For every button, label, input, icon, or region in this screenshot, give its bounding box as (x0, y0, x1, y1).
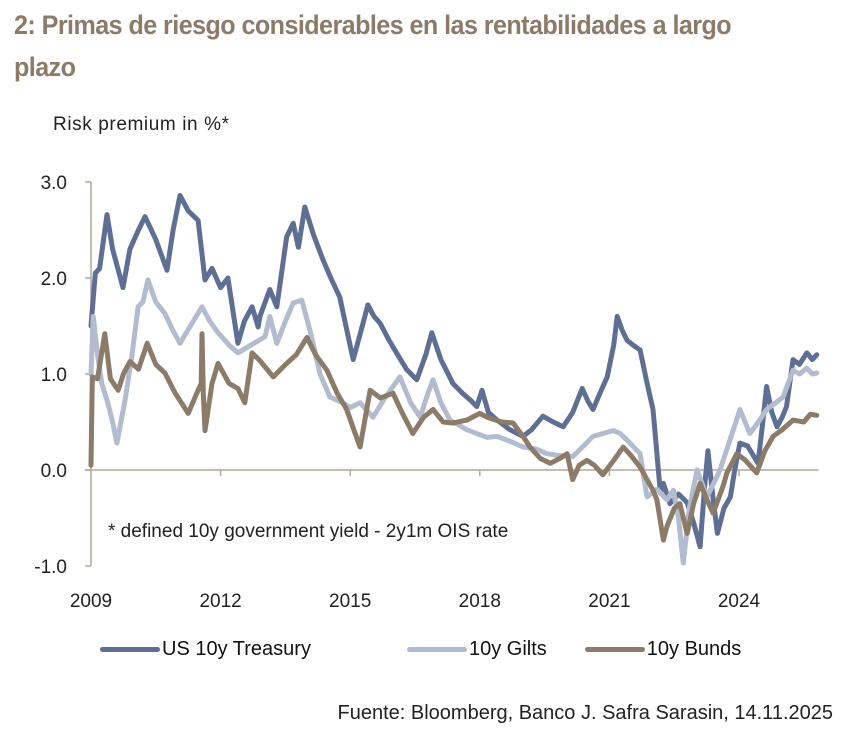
y-tick-label: 2.0 (41, 269, 67, 290)
legend-swatch-gilts (406, 647, 467, 652)
series-line-10y-bunds (88, 331, 820, 543)
legend: US 10y Treasury 10y Gilts 10y Bunds (100, 638, 779, 661)
series-line-10y-gilts (88, 277, 820, 566)
x-tick-label: 2024 (718, 591, 761, 612)
legend-item-bunds: 10y Bunds (584, 638, 742, 661)
x-tick-label: 2021 (588, 591, 630, 612)
y-axis-label: Risk premium in %* (53, 114, 230, 135)
x-tick-label: 2018 (459, 591, 501, 612)
source-note: Fuente: Bloomberg, Banco J. Safra Sarasi… (337, 702, 834, 724)
legend-swatch-us-treasury (100, 647, 160, 652)
legend-label-bunds: 10y Bunds (646, 638, 742, 660)
x-tick-label: 2012 (199, 591, 241, 612)
legend-item-us-treasury: US 10y Treasury (100, 638, 311, 661)
y-tick-label: -1.0 (34, 557, 67, 578)
chart-title: 2: Primas de riesgo considerables en las… (14, 10, 732, 82)
legend-label-us-treasury: US 10y Treasury (162, 638, 311, 660)
y-tick-label: 3.0 (41, 173, 67, 194)
x-tick-label: 2015 (329, 591, 371, 612)
y-tick-label: 0.0 (41, 461, 67, 482)
legend-label-gilts: 10y Gilts (468, 638, 547, 660)
legend-swatch-bunds (584, 647, 645, 652)
tick-labels: -1.0 0.0 1.0 2.0 3.0 2009 2012 2015 2018 2021 2024 (34, 173, 760, 612)
x-tick-label: 2009 (70, 591, 112, 612)
y-tick-label: 1.0 (41, 365, 67, 386)
series-line-us-10y-treasury (88, 192, 820, 550)
series-lines (88, 192, 820, 566)
legend-item-gilts: 10y Gilts (406, 638, 547, 661)
chart-annotation: * defined 10y government yield - 2y1m OI… (108, 521, 508, 542)
